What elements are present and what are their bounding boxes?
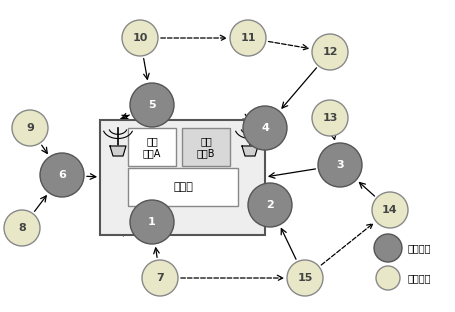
Circle shape bbox=[243, 106, 286, 150]
Circle shape bbox=[286, 260, 322, 296]
Circle shape bbox=[317, 143, 361, 187]
Circle shape bbox=[248, 183, 291, 227]
Text: 14: 14 bbox=[381, 205, 397, 215]
Circle shape bbox=[130, 83, 174, 127]
Circle shape bbox=[373, 234, 401, 262]
Text: 3: 3 bbox=[335, 160, 343, 170]
Text: 13: 13 bbox=[322, 113, 337, 123]
Text: 11: 11 bbox=[240, 33, 255, 43]
Text: 通信
模块B: 通信 模块B bbox=[196, 136, 215, 158]
Bar bbox=[128, 168, 238, 206]
Text: 4: 4 bbox=[261, 123, 268, 133]
Text: 路由节点: 路由节点 bbox=[407, 273, 430, 283]
Bar bbox=[100, 120, 264, 235]
Text: 控制器: 控制器 bbox=[173, 182, 192, 192]
Circle shape bbox=[12, 110, 48, 146]
Text: 8: 8 bbox=[18, 223, 26, 233]
Text: 汇聚节点: 汇聚节点 bbox=[407, 243, 430, 253]
Bar bbox=[182, 128, 229, 166]
Circle shape bbox=[4, 210, 40, 246]
Circle shape bbox=[130, 200, 174, 244]
Text: 15: 15 bbox=[297, 273, 312, 283]
Text: 6: 6 bbox=[58, 170, 66, 180]
Circle shape bbox=[375, 266, 399, 290]
Text: 10: 10 bbox=[132, 33, 147, 43]
Text: 5: 5 bbox=[148, 100, 156, 110]
Polygon shape bbox=[110, 146, 126, 156]
Circle shape bbox=[122, 20, 157, 56]
Text: 9: 9 bbox=[26, 123, 34, 133]
Text: 1: 1 bbox=[148, 217, 156, 227]
Circle shape bbox=[40, 153, 84, 197]
Text: 12: 12 bbox=[322, 47, 337, 57]
Polygon shape bbox=[242, 146, 258, 156]
Circle shape bbox=[311, 100, 347, 136]
Circle shape bbox=[371, 192, 407, 228]
Circle shape bbox=[229, 20, 265, 56]
Bar bbox=[128, 128, 176, 166]
Circle shape bbox=[311, 34, 347, 70]
Circle shape bbox=[142, 260, 177, 296]
Text: 通信
模块A: 通信 模块A bbox=[142, 136, 161, 158]
Text: 2: 2 bbox=[266, 200, 273, 210]
Text: 7: 7 bbox=[156, 273, 163, 283]
